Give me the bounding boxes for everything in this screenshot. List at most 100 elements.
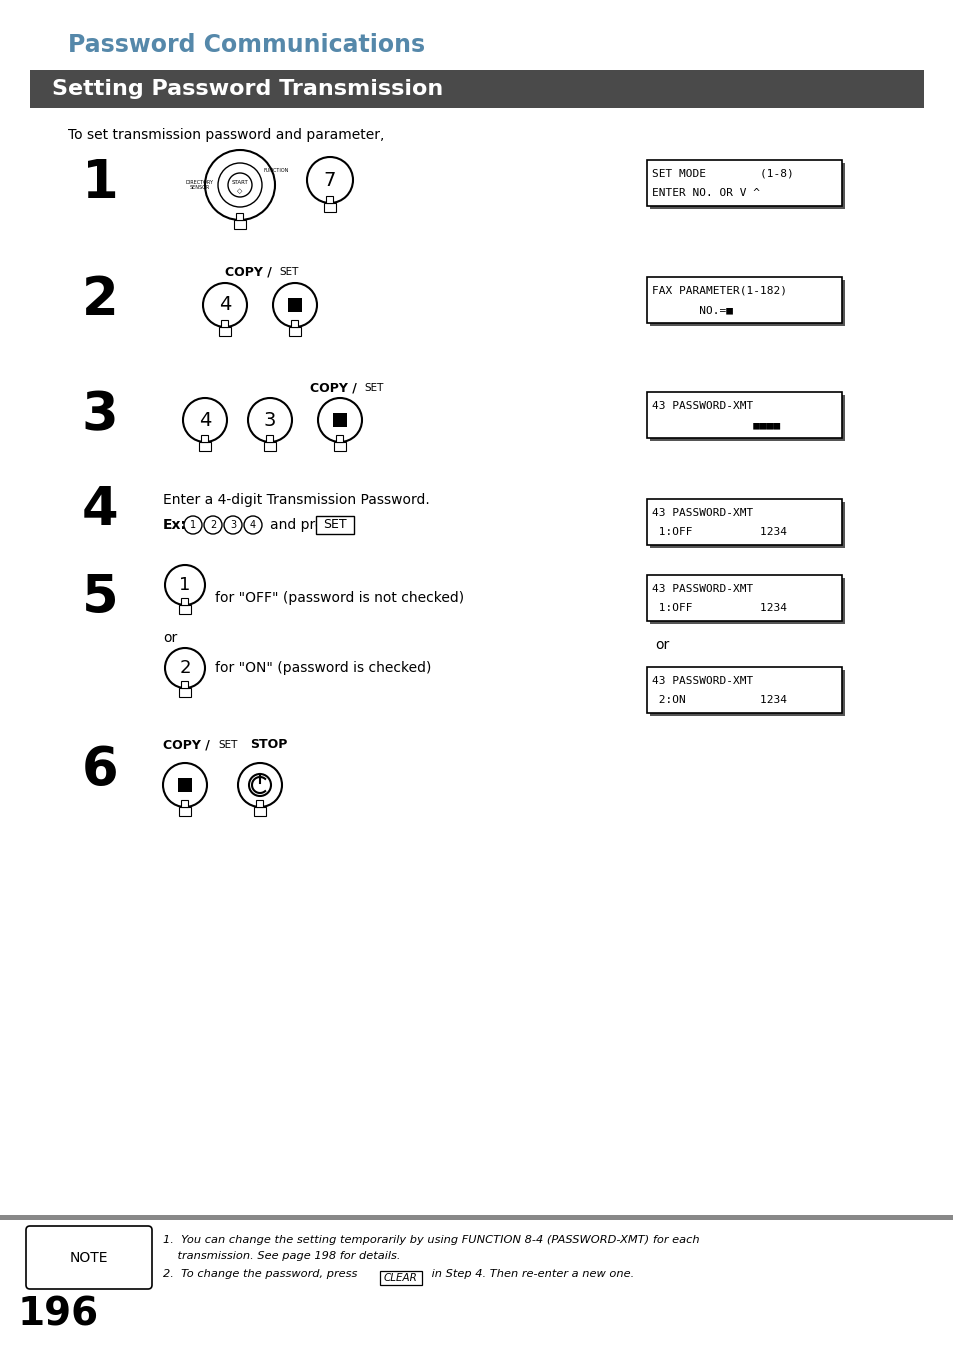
Text: 3: 3	[230, 520, 235, 530]
FancyBboxPatch shape	[26, 1225, 152, 1289]
FancyBboxPatch shape	[379, 1271, 421, 1285]
FancyBboxPatch shape	[650, 578, 844, 624]
Text: in Step 4. Then re-enter a new one.: in Step 4. Then re-enter a new one.	[428, 1269, 634, 1279]
FancyBboxPatch shape	[650, 280, 844, 326]
FancyBboxPatch shape	[650, 394, 844, 440]
Text: 4: 4	[198, 411, 211, 430]
Text: SET MODE        (1-8): SET MODE (1-8)	[652, 169, 794, 178]
FancyBboxPatch shape	[647, 499, 841, 544]
Text: SET: SET	[278, 267, 298, 277]
Text: 1:OFF          1234: 1:OFF 1234	[652, 603, 786, 613]
Text: 1: 1	[179, 576, 191, 594]
Text: for "ON" (password is checked): for "ON" (password is checked)	[214, 661, 431, 676]
Circle shape	[165, 565, 205, 605]
Circle shape	[218, 163, 262, 207]
FancyBboxPatch shape	[650, 163, 844, 209]
Text: COPY /: COPY /	[225, 266, 272, 278]
Text: SET: SET	[218, 740, 237, 750]
Circle shape	[273, 282, 316, 327]
Text: or: or	[655, 638, 669, 653]
FancyBboxPatch shape	[221, 320, 229, 327]
Text: 4: 4	[218, 296, 231, 315]
Circle shape	[237, 763, 282, 807]
Text: STOP: STOP	[250, 739, 287, 751]
FancyBboxPatch shape	[647, 392, 841, 438]
Circle shape	[205, 150, 274, 220]
FancyBboxPatch shape	[324, 203, 335, 212]
FancyBboxPatch shape	[650, 503, 844, 549]
Circle shape	[244, 516, 262, 534]
FancyBboxPatch shape	[289, 327, 301, 336]
FancyBboxPatch shape	[256, 800, 263, 807]
Text: Password Communications: Password Communications	[68, 32, 425, 57]
Text: NOTE: NOTE	[70, 1251, 108, 1265]
Text: 2: 2	[210, 520, 216, 530]
FancyBboxPatch shape	[292, 320, 298, 327]
Text: DIRECTORY
SENSOR: DIRECTORY SENSOR	[186, 180, 213, 190]
Text: 2: 2	[179, 659, 191, 677]
FancyBboxPatch shape	[0, 1215, 953, 1220]
FancyBboxPatch shape	[334, 442, 346, 451]
FancyBboxPatch shape	[178, 778, 192, 792]
Text: ENTER NO. OR V ^: ENTER NO. OR V ^	[652, 188, 760, 199]
Text: COPY /: COPY /	[310, 381, 356, 394]
Circle shape	[184, 516, 202, 534]
FancyBboxPatch shape	[647, 277, 841, 323]
Text: Ex:: Ex:	[163, 517, 187, 532]
FancyBboxPatch shape	[647, 159, 841, 205]
FancyBboxPatch shape	[233, 220, 246, 230]
FancyBboxPatch shape	[315, 516, 354, 534]
FancyBboxPatch shape	[236, 213, 243, 220]
Text: FAX PARAMETER(1-182): FAX PARAMETER(1-182)	[652, 286, 786, 296]
Text: 7: 7	[323, 170, 335, 189]
Circle shape	[307, 157, 353, 203]
FancyBboxPatch shape	[264, 442, 275, 451]
Text: SET: SET	[364, 382, 383, 393]
Text: NO.=■: NO.=■	[652, 305, 733, 315]
Text: FUNCTION: FUNCTION	[264, 169, 289, 173]
FancyBboxPatch shape	[179, 807, 191, 816]
FancyBboxPatch shape	[181, 800, 189, 807]
FancyBboxPatch shape	[288, 299, 302, 312]
Text: 43 PASSWORD-XMT: 43 PASSWORD-XMT	[652, 584, 753, 594]
Text: 4: 4	[82, 484, 118, 536]
Text: or: or	[163, 631, 177, 644]
Text: 3: 3	[82, 389, 118, 440]
Text: Setting Password Transmission: Setting Password Transmission	[52, 78, 443, 99]
Text: Enter a 4-digit Transmission Password.: Enter a 4-digit Transmission Password.	[163, 493, 429, 507]
FancyBboxPatch shape	[179, 688, 191, 697]
Text: 5: 5	[82, 571, 118, 624]
FancyBboxPatch shape	[650, 670, 844, 716]
Text: 1:OFF          1234: 1:OFF 1234	[652, 527, 786, 538]
FancyBboxPatch shape	[647, 576, 841, 621]
Text: START: START	[232, 181, 248, 185]
Text: SET: SET	[323, 519, 347, 531]
Text: ■■■■: ■■■■	[652, 420, 780, 430]
FancyBboxPatch shape	[219, 327, 231, 336]
Text: CLEAR: CLEAR	[384, 1273, 417, 1283]
Text: 196: 196	[17, 1296, 98, 1333]
Circle shape	[204, 516, 222, 534]
Text: 2: 2	[82, 274, 118, 326]
Text: 43 PASSWORD-XMT: 43 PASSWORD-XMT	[652, 508, 753, 517]
FancyBboxPatch shape	[201, 435, 209, 442]
Circle shape	[165, 648, 205, 688]
FancyBboxPatch shape	[30, 70, 923, 108]
FancyBboxPatch shape	[326, 196, 334, 203]
Text: 43 PASSWORD-XMT: 43 PASSWORD-XMT	[652, 401, 753, 411]
FancyBboxPatch shape	[336, 435, 343, 442]
FancyBboxPatch shape	[333, 413, 347, 427]
FancyBboxPatch shape	[266, 435, 274, 442]
Circle shape	[163, 763, 207, 807]
Text: 2.  To change the password, press: 2. To change the password, press	[163, 1269, 360, 1279]
FancyBboxPatch shape	[199, 442, 211, 451]
Circle shape	[228, 173, 252, 197]
Text: and press: and press	[270, 517, 337, 532]
FancyBboxPatch shape	[181, 598, 189, 605]
Text: To set transmission password and parameter,: To set transmission password and paramet…	[68, 128, 384, 142]
Text: COPY /: COPY /	[163, 739, 210, 751]
Text: 43 PASSWORD-XMT: 43 PASSWORD-XMT	[652, 676, 753, 686]
Text: for "OFF" (password is not checked): for "OFF" (password is not checked)	[214, 590, 464, 605]
FancyBboxPatch shape	[181, 681, 189, 688]
Circle shape	[248, 399, 292, 442]
